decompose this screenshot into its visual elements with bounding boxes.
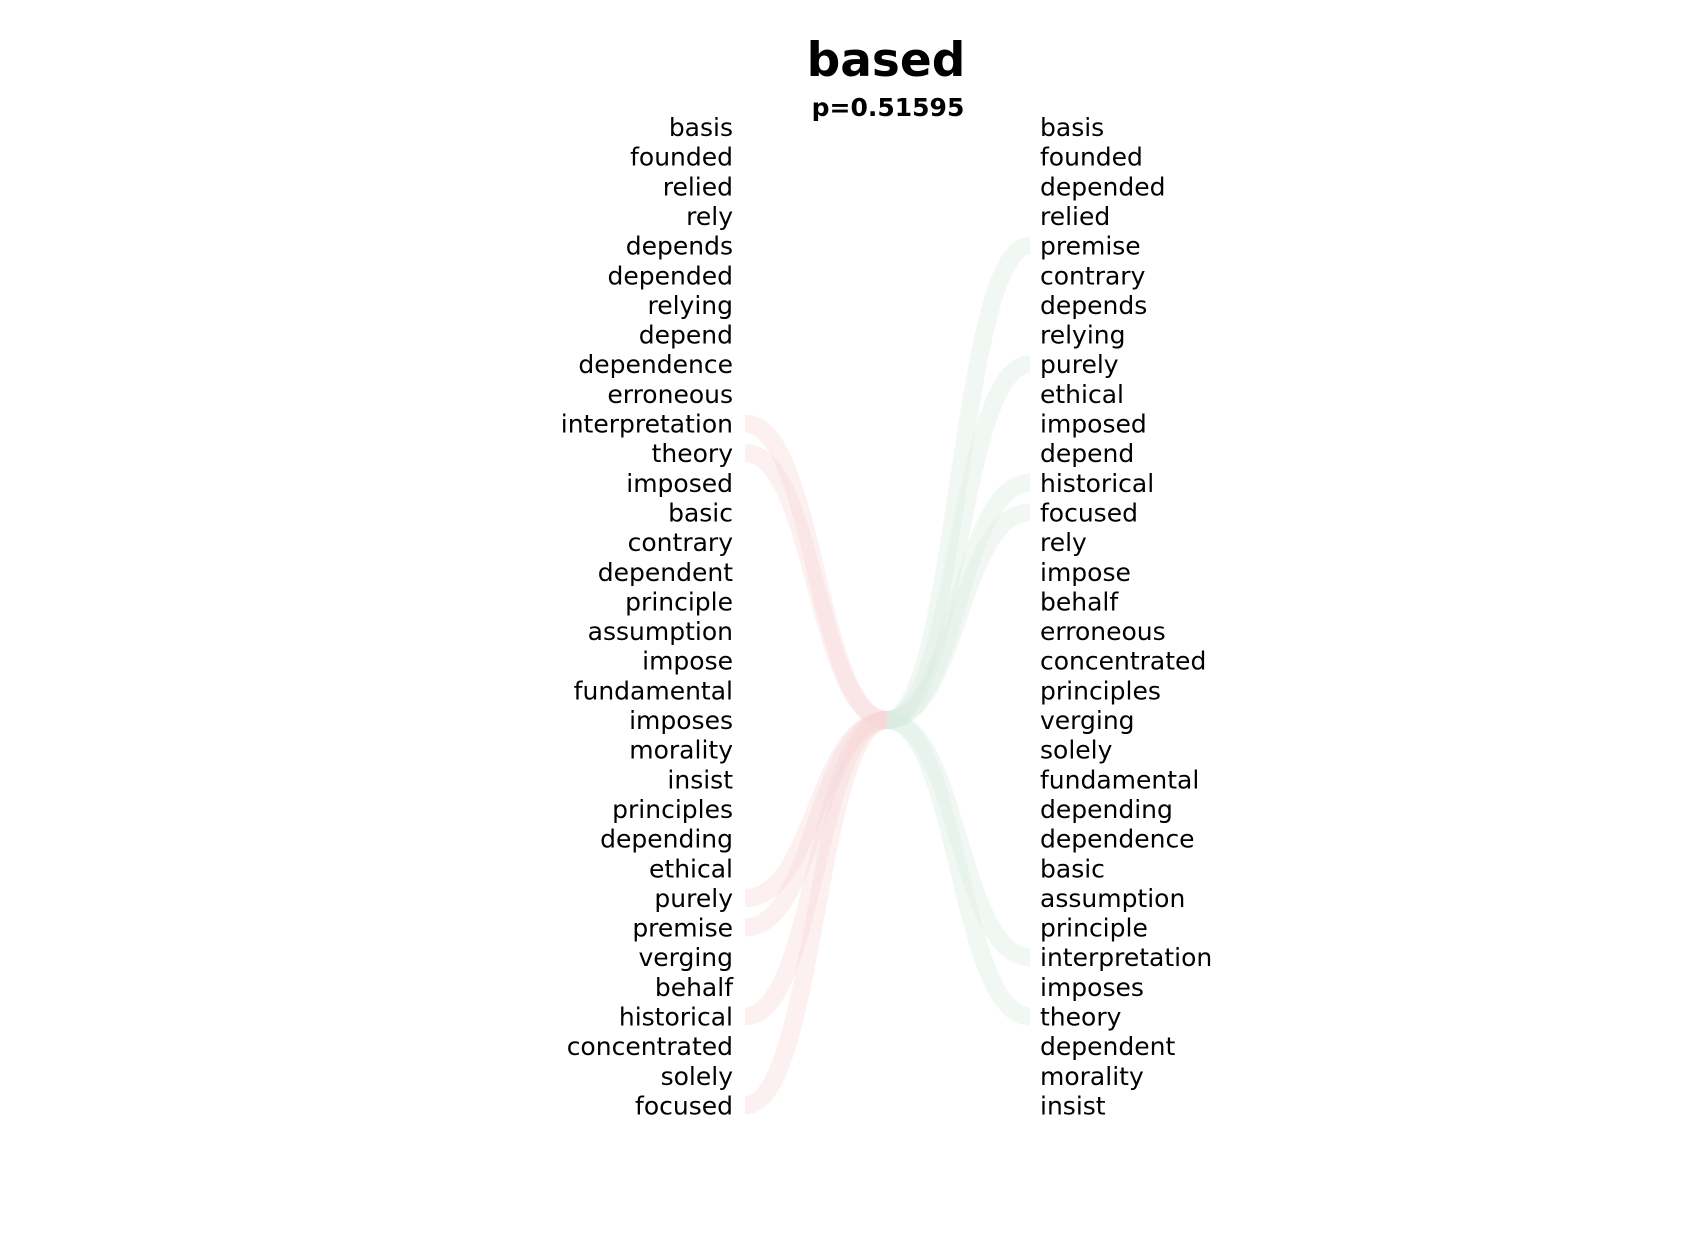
- left-word-principle: principle: [625, 587, 733, 616]
- left-word-morality: morality: [629, 736, 733, 765]
- right-word-basis: basis: [1040, 113, 1104, 142]
- right-word-dependence: dependence: [1040, 825, 1195, 854]
- left-word-theory: theory: [652, 439, 734, 468]
- left-word-behalf: behalf: [655, 973, 734, 1002]
- right-word-basic: basic: [1040, 854, 1105, 883]
- right-word-fundamental: fundamental: [1040, 765, 1199, 794]
- diagram-title: based: [807, 33, 966, 88]
- left-word-contrary: contrary: [628, 528, 734, 557]
- right-word-imposes: imposes: [1040, 973, 1144, 1002]
- left-word-founded: founded: [630, 143, 733, 172]
- right-word-imposed: imposed: [1040, 410, 1147, 439]
- right-link-focused: [885, 503, 1032, 729]
- left-word-purely: purely: [654, 884, 733, 913]
- left-word-solely: solely: [661, 1062, 734, 1091]
- left-link-theory: [743, 444, 889, 729]
- left-word-depended: depended: [608, 261, 733, 290]
- right-word-contrary: contrary: [1040, 261, 1146, 290]
- left-word-interpretation: interpretation: [561, 410, 733, 439]
- right-word-erroneous: erroneous: [1040, 617, 1166, 646]
- right-link-theory: [885, 711, 1032, 1026]
- right-word-solely: solely: [1040, 736, 1113, 765]
- right-word-historical: historical: [1040, 469, 1154, 498]
- left-link-interpretation: [743, 414, 889, 729]
- right-word-principles: principles: [1040, 676, 1161, 705]
- right-word-assumption: assumption: [1040, 884, 1185, 913]
- right-word-founded: founded: [1040, 143, 1143, 172]
- left-word-insist: insist: [667, 765, 733, 794]
- left-word-principles: principles: [612, 795, 733, 824]
- left-word-imposed: imposed: [626, 469, 733, 498]
- right-word-verging: verging: [1040, 706, 1135, 735]
- left-word-basic: basic: [668, 498, 733, 527]
- left-word-historical: historical: [619, 1003, 733, 1032]
- right-link-interpretation: [885, 711, 1032, 967]
- right-word-depends: depends: [1040, 291, 1147, 320]
- right-word-depend: depend: [1040, 439, 1134, 468]
- left-word-impose: impose: [642, 647, 733, 676]
- left-word-verging: verging: [638, 943, 733, 972]
- right-word-insist: insist: [1040, 1091, 1106, 1120]
- right-word-premise: premise: [1040, 232, 1141, 261]
- left-word-depending: depending: [600, 825, 733, 854]
- left-word-erroneous: erroneous: [607, 380, 733, 409]
- left-word-dependent: dependent: [598, 558, 733, 587]
- right-word-concentrated: concentrated: [1040, 647, 1206, 676]
- right-word-rely: rely: [1040, 528, 1087, 557]
- left-link-historical: [743, 711, 889, 1026]
- left-word-basis: basis: [669, 113, 733, 142]
- right-word-depended: depended: [1040, 172, 1165, 201]
- right-word-relying: relying: [1040, 321, 1126, 350]
- left-word-rely: rely: [686, 202, 733, 231]
- left-word-premise: premise: [632, 914, 733, 943]
- left-link-premise: [743, 711, 889, 937]
- left-word-ethical: ethical: [649, 854, 733, 883]
- left-word-dependence: dependence: [578, 350, 733, 379]
- right-word-focused: focused: [1040, 498, 1138, 527]
- left-word-concentrated: concentrated: [567, 1032, 733, 1061]
- right-word-theory: theory: [1040, 1003, 1122, 1032]
- left-word-column: basisfoundedreliedrelydependsdependedrel…: [561, 113, 734, 1120]
- right-link-historical: [885, 473, 1032, 729]
- right-word-ethical: ethical: [1040, 380, 1124, 409]
- right-link-purely: [885, 355, 1032, 729]
- left-word-relying: relying: [647, 291, 733, 320]
- right-word-behalf: behalf: [1040, 587, 1119, 616]
- left-word-depends: depends: [626, 232, 733, 261]
- right-word-column: basisfoundeddependedreliedpremisecontrar…: [1040, 113, 1212, 1120]
- diagram-subtitle: p=0.51595: [812, 93, 965, 122]
- left-link-purely: [743, 711, 889, 907]
- right-word-interpretation: interpretation: [1040, 943, 1212, 972]
- left-word-fundamental: fundamental: [574, 676, 733, 705]
- left-word-imposes: imposes: [629, 706, 733, 735]
- left-link-focused: [743, 711, 889, 1115]
- link-layer: [743, 236, 1033, 1115]
- right-word-dependent: dependent: [1040, 1032, 1175, 1061]
- right-word-purely: purely: [1040, 350, 1119, 379]
- right-word-impose: impose: [1040, 558, 1131, 587]
- right-word-principle: principle: [1040, 914, 1148, 943]
- right-word-morality: morality: [1040, 1062, 1144, 1091]
- left-word-assumption: assumption: [588, 617, 733, 646]
- left-word-focused: focused: [635, 1091, 733, 1120]
- left-word-relied: relied: [663, 172, 733, 201]
- left-word-depend: depend: [639, 321, 733, 350]
- right-word-depending: depending: [1040, 795, 1173, 824]
- right-link-premise: [884, 236, 1033, 729]
- right-word-relied: relied: [1040, 202, 1110, 231]
